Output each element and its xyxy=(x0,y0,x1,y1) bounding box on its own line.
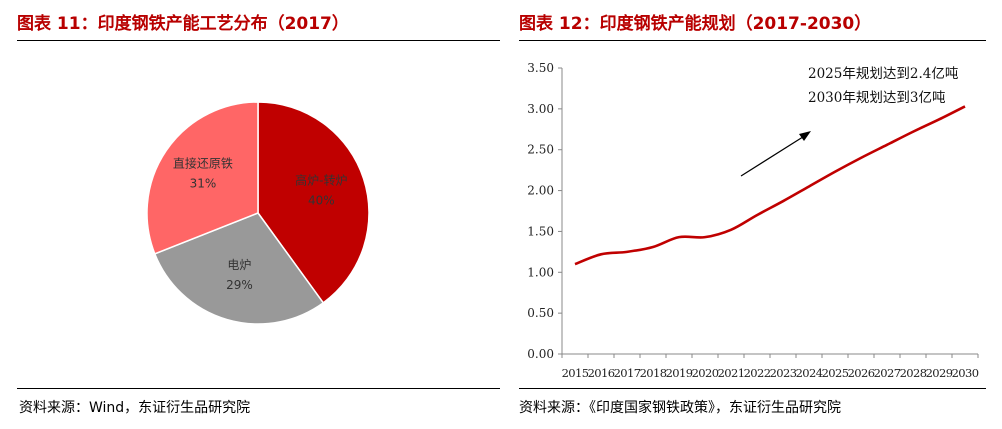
x-tick-label: 2018 xyxy=(640,366,667,380)
x-tick-label: 2028 xyxy=(900,366,927,380)
trend-arrow-icon xyxy=(740,134,807,177)
y-tick-label: 0.00 xyxy=(527,347,554,361)
x-tick-label: 2023 xyxy=(770,366,797,380)
figure-11-title: 图表 11：印度钢铁产能工艺分布（2017） xyxy=(17,14,349,34)
x-tick-label: 2025 xyxy=(822,366,849,380)
top-rule xyxy=(519,40,986,41)
y-tick-label: 2.50 xyxy=(527,143,554,157)
pie-slice-label: 高炉-转炉 xyxy=(295,172,347,187)
pie-slice-label: 直接还原铁 xyxy=(173,156,233,171)
x-tick-label: 2016 xyxy=(588,366,615,380)
pie-slice-value: 40% xyxy=(308,193,335,207)
annotation-2030: 2030年规划达到3亿吨 xyxy=(808,90,945,106)
x-tick-label: 2029 xyxy=(926,366,953,380)
arrow-head-icon xyxy=(799,131,811,141)
pie-slice xyxy=(153,212,325,325)
pie-slice-label: 电炉 xyxy=(227,258,251,272)
figure-12-title: 图表 12：印度钢铁产能规划（2017-2030） xyxy=(519,14,872,34)
pie-slice-value: 29% xyxy=(226,278,253,292)
y-tick-label: 2.00 xyxy=(527,184,554,198)
y-tick-label: 1.00 xyxy=(527,265,554,279)
pie-slice xyxy=(146,101,259,255)
y-tick-label: 3.00 xyxy=(527,102,554,116)
y-tick-label: 3.50 xyxy=(527,61,554,75)
pie-slice-value: 31% xyxy=(190,177,217,191)
x-tick-label: 2027 xyxy=(874,366,901,380)
bottom-rule xyxy=(17,388,500,389)
figure-12-source: 资料来源：《印度国家钢铁政策》，东证衍生品研究院 xyxy=(519,400,841,416)
x-tick-label: 2015 xyxy=(562,366,589,380)
bottom-rule xyxy=(519,388,986,389)
annotation-2025: 2025年规划达到2.4亿吨 xyxy=(808,66,958,82)
x-tick-label: 2030 xyxy=(952,366,979,380)
pie-slice xyxy=(257,101,370,304)
x-tick-label: 2021 xyxy=(718,366,745,380)
x-tick-label: 2022 xyxy=(744,366,771,380)
y-tick-label: 1.50 xyxy=(527,224,554,238)
x-tick-label: 2017 xyxy=(614,366,641,380)
line-chart: 0.00 0.50 1.00 1.50 2.00 2.50 3.00 3.50 2015 2016… xyxy=(527,61,979,380)
figure-11-source: 资料来源：Wind，东证衍生品研究院 xyxy=(19,400,251,416)
series-line xyxy=(574,105,966,266)
pie-chart: 高炉-转炉 40% 电炉 29% 直接还原铁 31% xyxy=(146,101,370,325)
figure-12-panel: 图表 12：印度钢铁产能规划（2017-2030） 0.00 0.50 1.00 1.… xyxy=(515,0,1002,429)
x-tick-label: 2019 xyxy=(666,366,693,380)
top-rule xyxy=(17,40,500,41)
y-tick-label: 0.50 xyxy=(527,306,554,320)
x-tick-label: 2026 xyxy=(848,366,875,380)
x-tick-label: 2020 xyxy=(692,366,719,380)
x-tick-label: 2024 xyxy=(796,366,823,380)
figure-11-panel: 图表 11：印度钢铁产能工艺分布（2017） 高炉-转炉 40% 电炉 29% 直接还原… xyxy=(0,0,500,429)
